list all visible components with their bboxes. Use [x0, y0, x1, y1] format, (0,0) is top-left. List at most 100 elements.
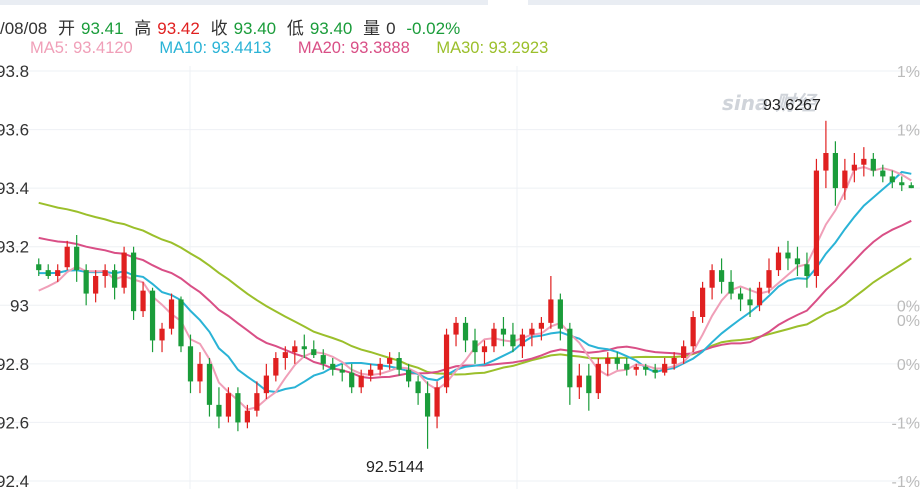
candle[interactable]	[396, 352, 402, 376]
candle[interactable]	[387, 352, 393, 370]
candle[interactable]	[358, 369, 364, 394]
candle[interactable]	[254, 381, 260, 417]
candle[interactable]	[159, 322, 165, 353]
candle[interactable]	[548, 276, 554, 329]
candle[interactable]	[472, 328, 478, 364]
candle[interactable]	[880, 164, 886, 183]
candle[interactable]	[889, 170, 895, 189]
candle[interactable]	[140, 281, 146, 317]
candles[interactable]	[36, 120, 914, 449]
right-tick-label: -1%	[892, 415, 920, 432]
candle[interactable]	[737, 287, 744, 312]
candle[interactable]	[64, 240, 70, 271]
candle[interactable]	[823, 120, 829, 189]
candle[interactable]	[832, 141, 838, 206]
candle[interactable]	[662, 358, 668, 376]
candle[interactable]	[491, 322, 497, 353]
candle[interactable]	[624, 358, 630, 376]
candle[interactable]	[263, 363, 269, 399]
candle[interactable]	[557, 293, 563, 341]
candle[interactable]	[83, 264, 89, 306]
candle[interactable]	[633, 363, 639, 376]
candle-body	[614, 358, 620, 364]
candle[interactable]	[643, 363, 649, 376]
candle[interactable]	[813, 158, 820, 288]
candle[interactable]	[538, 317, 544, 341]
candle[interactable]	[728, 270, 734, 300]
candle[interactable]	[206, 358, 213, 417]
candle[interactable]	[747, 287, 753, 317]
candle[interactable]	[178, 296, 184, 353]
candle[interactable]	[130, 246, 137, 320]
candle[interactable]	[567, 322, 573, 405]
candle[interactable]	[36, 258, 42, 276]
candle[interactable]	[377, 358, 383, 376]
candle[interactable]	[861, 147, 867, 177]
candle[interactable]	[225, 387, 232, 423]
candle[interactable]	[681, 340, 687, 364]
candle[interactable]	[785, 240, 791, 271]
candle[interactable]	[586, 363, 592, 411]
candle[interactable]	[519, 328, 526, 358]
candle[interactable]	[282, 346, 288, 370]
candle[interactable]	[102, 264, 108, 288]
candle[interactable]	[74, 235, 80, 282]
candle-body	[168, 299, 175, 329]
candle[interactable]	[320, 349, 326, 370]
candle[interactable]	[700, 281, 706, 323]
candle[interactable]	[709, 264, 715, 300]
candle[interactable]	[112, 264, 118, 300]
candle[interactable]	[775, 246, 782, 276]
candle-body	[775, 252, 782, 271]
candle[interactable]	[529, 322, 535, 347]
candle[interactable]	[415, 375, 421, 405]
candle[interactable]	[481, 340, 488, 364]
candle[interactable]	[216, 387, 222, 429]
candle[interactable]	[406, 363, 412, 388]
candle[interactable]	[576, 363, 582, 399]
candle[interactable]	[349, 363, 355, 394]
candle[interactable]	[794, 246, 801, 276]
candle[interactable]	[301, 334, 307, 358]
candle[interactable]	[500, 317, 507, 347]
candle[interactable]	[55, 264, 61, 282]
candle[interactable]	[690, 311, 696, 353]
candle[interactable]	[443, 328, 450, 394]
candle[interactable]	[149, 287, 156, 353]
candle[interactable]	[718, 258, 725, 294]
candle[interactable]	[93, 270, 99, 303]
candle[interactable]	[292, 340, 298, 364]
candle[interactable]	[605, 352, 611, 376]
candle[interactable]	[671, 352, 677, 370]
candle[interactable]	[804, 252, 810, 288]
ma30-line	[38, 201, 912, 376]
candle[interactable]	[311, 340, 317, 358]
candle[interactable]	[197, 352, 203, 394]
candle[interactable]	[235, 387, 241, 432]
candle[interactable]	[424, 381, 431, 449]
candle[interactable]	[434, 381, 440, 429]
candle[interactable]	[652, 363, 658, 379]
candle[interactable]	[45, 264, 51, 279]
candle[interactable]	[168, 293, 175, 335]
candle[interactable]	[462, 317, 469, 353]
candle[interactable]	[842, 158, 848, 200]
candle[interactable]	[244, 404, 250, 429]
candle[interactable]	[756, 281, 763, 312]
candle[interactable]	[187, 334, 194, 394]
candle[interactable]	[330, 358, 336, 376]
candle[interactable]	[908, 182, 914, 189]
candle[interactable]	[368, 363, 374, 382]
candle[interactable]	[595, 358, 601, 399]
candle[interactable]	[121, 246, 127, 294]
candle[interactable]	[614, 352, 620, 370]
candle[interactable]	[870, 153, 876, 177]
candle[interactable]	[453, 317, 459, 347]
candle[interactable]	[766, 258, 772, 294]
candle[interactable]	[339, 363, 345, 382]
candle[interactable]	[899, 176, 905, 192]
candle[interactable]	[273, 352, 279, 382]
candle[interactable]	[510, 322, 516, 353]
candle[interactable]	[851, 153, 857, 183]
